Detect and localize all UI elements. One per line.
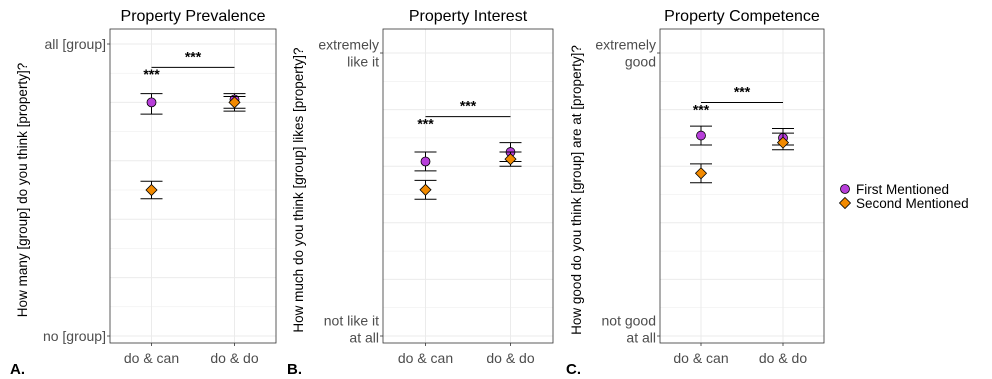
panel-c: Property Competence not good at all extreme… bbox=[566, 8, 825, 378]
y-tick-label-line: at all bbox=[626, 330, 656, 346]
panel-a: Property Prevalence no [group] all [group]… bbox=[10, 8, 277, 378]
panel-border bbox=[109, 28, 277, 344]
y-tick-label-line: all [group] bbox=[45, 36, 106, 52]
panel-label: C. bbox=[566, 361, 581, 378]
significance-stars: *** bbox=[693, 101, 710, 117]
y-tick-label: not like it at all bbox=[324, 313, 379, 346]
significance-stars: *** bbox=[143, 66, 160, 82]
x-tick-label: do & do bbox=[759, 350, 807, 366]
x-tick-label: do & can bbox=[673, 350, 728, 366]
legend-circle-icon bbox=[840, 184, 850, 194]
data-point-diamond bbox=[776, 136, 790, 149]
y-tick-label-line: good bbox=[625, 54, 656, 70]
panel-b: Property Interest not like it at all extrem… bbox=[287, 8, 554, 378]
y-tick-label-line: extremely bbox=[318, 37, 379, 53]
x-tick-label: do & can bbox=[398, 350, 453, 366]
y-tick-label-line: not good bbox=[602, 313, 657, 329]
legend-diamond-icon bbox=[838, 196, 852, 210]
panel-label: A. bbox=[10, 361, 25, 378]
x-tick-label: do & can bbox=[124, 350, 179, 366]
y-tick-label-line: like it bbox=[347, 54, 379, 70]
x-tick-label: do & do bbox=[210, 350, 258, 366]
y-tick-label: extremely good bbox=[595, 37, 656, 70]
y-tick-label: extremely like it bbox=[318, 37, 379, 70]
chart-title: Property Prevalence bbox=[121, 8, 266, 25]
chart-title: Property Competence bbox=[664, 8, 820, 25]
y-tick-label-line: at all bbox=[349, 330, 379, 346]
y-axis-label: How many [group] do you think [property]… bbox=[15, 63, 30, 317]
significance-stars: *** bbox=[417, 115, 434, 131]
y-tick-label: not good at all bbox=[602, 313, 657, 346]
y-tick-label-line: no [group] bbox=[43, 328, 106, 344]
y-tick-label-line: extremely bbox=[595, 37, 656, 53]
bracket-stars: *** bbox=[185, 48, 202, 64]
legend-label: Second Mentioned bbox=[856, 196, 969, 211]
data-point-diamond bbox=[228, 96, 241, 109]
data-point-diamond bbox=[419, 183, 432, 196]
bracket-stars: *** bbox=[734, 84, 751, 100]
legend-label: First Mentioned bbox=[856, 182, 949, 197]
data-point-diamond bbox=[504, 153, 517, 166]
panel-label: B. bbox=[287, 361, 302, 378]
bracket-stars: *** bbox=[460, 98, 477, 114]
data-point-circle bbox=[696, 130, 706, 141]
data-point-diamond bbox=[694, 167, 708, 180]
x-tick-label: do & do bbox=[486, 350, 534, 366]
y-axis-label: How good do you think [group] are at [pr… bbox=[569, 45, 584, 335]
y-tick-label-line: not like it bbox=[324, 313, 379, 329]
chart-title: Property Interest bbox=[409, 8, 528, 25]
data-point-circle bbox=[146, 97, 157, 108]
panel-border bbox=[382, 28, 554, 344]
data-point-circle bbox=[420, 156, 431, 167]
data-point-diamond bbox=[145, 183, 158, 197]
panel-border bbox=[659, 28, 825, 344]
y-axis-label: How much do you think [group] likes [pro… bbox=[291, 47, 306, 332]
y-tick-label: all [group] bbox=[45, 36, 106, 52]
y-tick-label: no [group] bbox=[43, 328, 106, 344]
